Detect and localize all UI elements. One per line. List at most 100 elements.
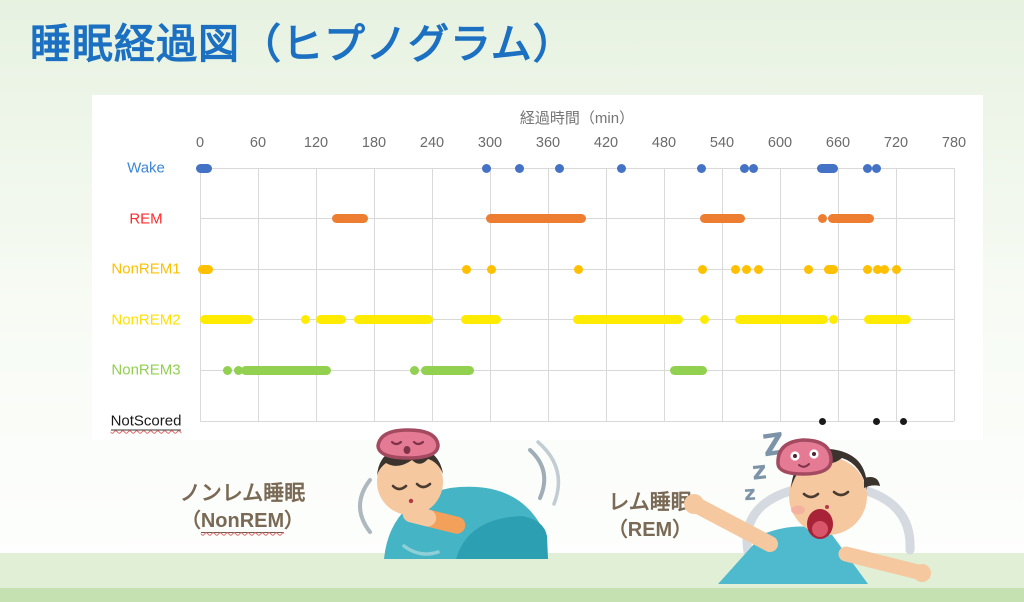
rem-illustration-svg (684, 438, 931, 584)
body-shirt (718, 526, 868, 584)
gridline-vertical (895, 168, 897, 421)
gridline-vertical (431, 168, 433, 421)
nonrem-illustration-svg (358, 428, 561, 559)
sleep-stage-segment (331, 214, 368, 224)
closed-eye-right (832, 490, 850, 497)
rem-caption-jp: レム睡眠 (608, 491, 692, 514)
gridline-vertical (953, 168, 955, 421)
sleep-stage-segment (198, 264, 214, 274)
nonrem-caption: ノンレム睡眠 （NonREM） (130, 480, 355, 535)
x-tick-label: 780 (941, 135, 967, 151)
motion-arc-bottom (402, 544, 440, 556)
sleep-stage-segment (879, 264, 889, 274)
sleep-stage-segment (734, 315, 828, 325)
left-hand (684, 494, 704, 514)
sleep-stage-segment (803, 264, 813, 274)
sleep-stage-segment (300, 315, 310, 325)
motion-arc-right-outer (536, 440, 561, 506)
brain-sleeping (376, 428, 440, 460)
sleep-stage-segment (572, 315, 683, 325)
sleep-stage-segment (731, 264, 741, 274)
gridline-row (200, 167, 954, 169)
sleep-stage-segment (700, 214, 745, 224)
x-tick-label: 720 (883, 135, 909, 151)
sleep-stage-segment (487, 264, 497, 274)
gridline-vertical (837, 168, 839, 421)
gridline-row (200, 369, 954, 371)
right-arm (838, 546, 926, 580)
blush-left (791, 505, 805, 515)
x-tick-label: 240 (419, 135, 445, 151)
sleep-stage-segment (873, 417, 881, 425)
x-tick-label: 480 (651, 135, 677, 151)
sleep-stage-segment (817, 163, 838, 173)
sleep-stage-segment (486, 214, 587, 224)
rem-caption-en: （REM） (607, 519, 693, 542)
closed-eye-left (802, 492, 820, 499)
head (789, 457, 867, 535)
arm-sleeve (456, 516, 548, 559)
sleep-stage-segment (555, 163, 565, 173)
sleep-stage-segment (862, 163, 872, 173)
sleep-stage-segment (222, 365, 232, 375)
sleep-stage-segment (741, 264, 751, 274)
x-tick-label: 540 (709, 135, 735, 151)
sleep-stage-segment (819, 417, 827, 425)
sleep-stage-segment (739, 163, 749, 173)
x-tick-label: 600 (767, 135, 793, 151)
sleep-stage-segment (574, 264, 584, 274)
hypnogram-plot-area: 0 60 120 180 240 300 360 420 480 540 600 660 720 780 W… (110, 135, 966, 431)
right-hand (913, 564, 931, 582)
sleep-stage-segment (823, 264, 838, 274)
nonrem-illustration (318, 428, 563, 560)
nonrem-close-paren: ） (284, 510, 305, 533)
x-tick-label: 180 (361, 135, 387, 151)
stage-label-rem: REM (129, 210, 163, 228)
rem-caption: レム睡眠 （REM） (560, 489, 740, 544)
x-tick-label: 60 (249, 135, 267, 151)
sleep-stage-segment (200, 315, 253, 325)
hair-tuft (864, 477, 880, 488)
closed-eye-right (415, 482, 432, 489)
sleep-stage-segment (461, 315, 502, 325)
nonrem-caption-jp: ノンレム睡眠 (179, 482, 306, 505)
brain-awake (776, 438, 833, 476)
sleep-stage-segment (700, 315, 710, 325)
sleep-stage-segment (698, 264, 708, 274)
gridline-vertical (663, 168, 665, 421)
gridline-vertical (489, 168, 491, 421)
sleep-stage-segment (864, 315, 912, 325)
gridline-vertical (721, 168, 723, 421)
sleep-stage-segment (462, 264, 472, 274)
sleep-stage-segment (240, 365, 332, 375)
nonrem-open-paren: （ (180, 510, 201, 533)
x-tick-label: 660 (825, 135, 851, 151)
rem-illustration (678, 432, 934, 584)
stage-label-nonrem1: NonREM1 (111, 260, 181, 278)
sleep-stage-segment (754, 264, 764, 274)
sleep-stage-segment (891, 264, 901, 274)
sleep-stage-segment (481, 163, 491, 173)
gridline-vertical (779, 168, 781, 421)
footer-band-dark (0, 588, 1024, 602)
sleep-stage-segment (828, 315, 838, 325)
nose-dot (825, 505, 829, 509)
sleep-stage-segment (354, 315, 433, 325)
nonrem-caption-word: NonREM (200, 510, 285, 534)
closed-eye-left (391, 484, 408, 491)
gridline-row (200, 420, 954, 422)
sleep-stage-segment (616, 163, 626, 173)
nonrem-caption-en: （NonREM） (130, 508, 355, 535)
x-tick-label: 0 (195, 135, 205, 151)
sleep-stage-segment (234, 365, 244, 375)
stage-label-nonrem2: NonREM2 (111, 311, 181, 329)
gridline-vertical (315, 168, 317, 421)
sleep-stage-segment (410, 365, 420, 375)
x-tick-label: 120 (303, 135, 329, 151)
gridline-vertical (257, 168, 259, 421)
stage-label-wake: Wake (127, 159, 165, 177)
motion-arc-left (358, 478, 372, 534)
x-axis-title: 経過時間（min） (519, 110, 635, 127)
chart-panel: 経過時間（min） 0 60 120 180 240 300 360 420 480 540 600… (92, 95, 983, 440)
